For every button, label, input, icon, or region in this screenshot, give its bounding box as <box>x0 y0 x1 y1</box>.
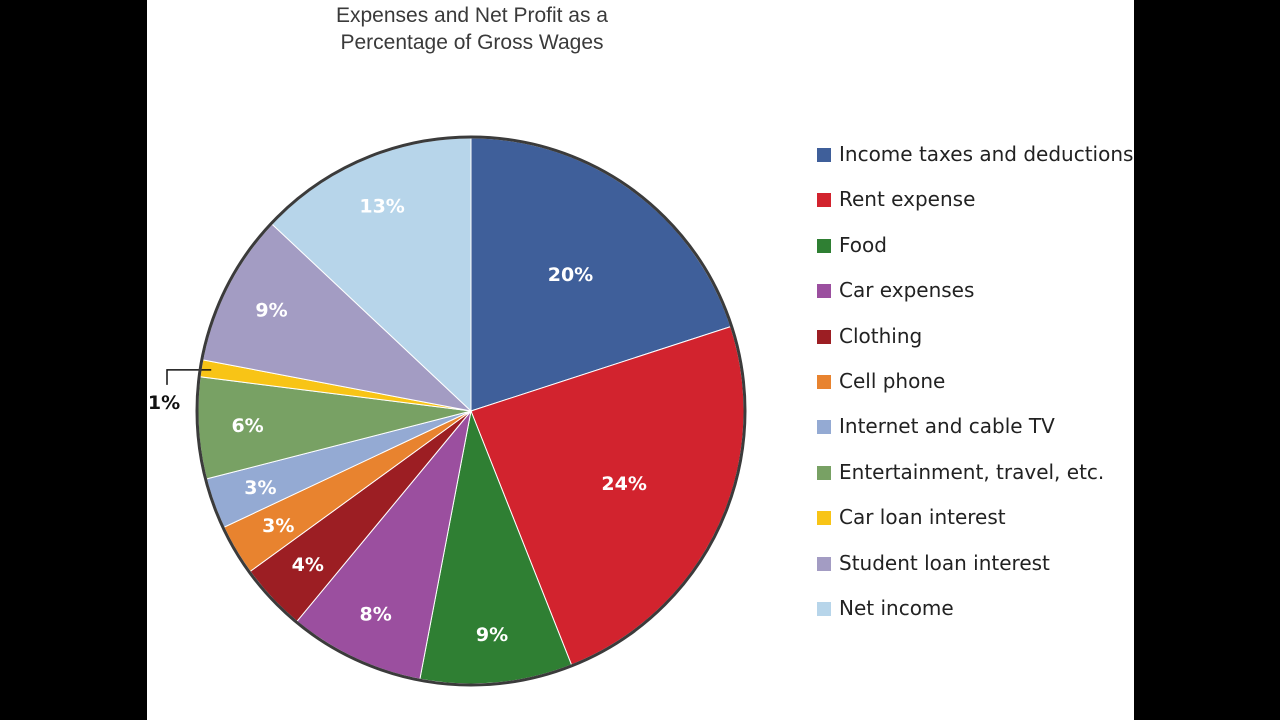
legend-item: Internet and cable TV <box>817 412 1133 457</box>
legend-item: Car expenses <box>817 276 1133 321</box>
legend-swatch <box>817 556 831 571</box>
legend-label: Income taxes and deductions <box>839 142 1134 166</box>
legend-item: Rent expense <box>817 185 1133 230</box>
slice-data-label: 8% <box>360 604 392 626</box>
slice-data-label: 9% <box>476 624 508 646</box>
slice-data-label: 13% <box>359 196 404 218</box>
slice-data-label: 3% <box>244 477 276 499</box>
legend-label: Car loan interest <box>839 505 1006 530</box>
legend-label: Student loan interest <box>839 550 1050 575</box>
legend-swatch <box>817 420 831 435</box>
legend-swatch <box>817 511 831 526</box>
legend-swatch <box>817 193 831 208</box>
pie-outline <box>195 135 747 687</box>
legend-item: Income taxes and deductions <box>817 140 1133 185</box>
chart-title-line-1: Expenses and Net Profit as a <box>336 4 608 27</box>
slice-data-label: 4% <box>292 554 324 576</box>
legend-item: Clothing <box>817 322 1133 367</box>
slice-callout-line <box>166 369 212 385</box>
legend-label: Entertainment, travel, etc. <box>839 459 1105 484</box>
legend-item: Net income <box>817 594 1133 639</box>
slice-data-label: 9% <box>255 299 287 321</box>
legend-label: Rent expense <box>839 187 976 212</box>
chart-title: Expenses and Net Profit as a Percentage … <box>317 2 627 56</box>
legend-swatch <box>817 329 831 344</box>
legend-item: Entertainment, travel, etc. <box>817 458 1133 503</box>
legend-item: Car loan interest <box>817 503 1133 548</box>
legend-item: Food <box>817 231 1133 276</box>
legend-label: Clothing <box>839 323 923 348</box>
slice-data-label: 6% <box>231 415 263 437</box>
slice-data-label: 24% <box>601 473 646 495</box>
chart-legend: Income taxes and deductions Rent expense F… <box>817 140 1133 639</box>
legend-swatch <box>817 374 831 389</box>
legend-label: Net income <box>839 595 954 620</box>
legend-label: Cell phone <box>839 368 946 393</box>
legend-label: Food <box>839 232 887 257</box>
legend-item: Student loan interest <box>817 549 1133 594</box>
legend-swatch <box>817 238 831 253</box>
legend-swatch <box>817 148 831 162</box>
legend-swatch <box>817 465 831 480</box>
slice-data-label: 20% <box>548 264 593 286</box>
slice-data-label: 1% <box>148 392 180 414</box>
legend-label: Car expenses <box>839 278 975 303</box>
legend-item: Cell phone <box>817 367 1133 412</box>
legend-label: Internet and cable TV <box>839 414 1055 439</box>
pie-chart: 20% 24% 9% 8% 4% 3% 3% 6% 1% 9% 13% <box>148 135 747 687</box>
chart-panel: Expenses and Net Profit as a Percentage … <box>147 0 1134 720</box>
slice-data-label: 3% <box>262 515 294 537</box>
legend-swatch <box>817 284 831 299</box>
legend-swatch <box>817 601 831 616</box>
chart-title-line-2: Percentage of Gross Wages <box>340 31 604 54</box>
